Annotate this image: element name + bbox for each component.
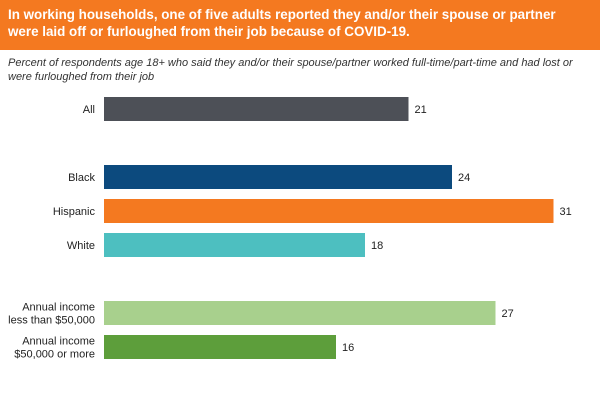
chart-title: In working households, one of five adult…: [0, 0, 600, 50]
value-label-0: 21: [415, 104, 427, 116]
category-label-3: White: [67, 240, 95, 252]
category-label-2: Hispanic: [53, 206, 96, 218]
value-label-1: 24: [458, 172, 470, 184]
category-label-4: Annual income less than $50,000: [8, 302, 95, 327]
value-label-2: 31: [560, 206, 572, 218]
bar-4: [104, 301, 496, 325]
category-label-1: Black: [68, 172, 95, 184]
value-label-4: 27: [502, 308, 514, 320]
bar-3: [104, 233, 365, 257]
value-label-5: 16: [342, 342, 354, 354]
value-label-3: 18: [371, 240, 383, 252]
bar-0: [104, 97, 409, 121]
bar-2: [104, 199, 554, 223]
chart-subtitle: Percent of respondents age 18+ who said …: [8, 57, 573, 83]
bar-5: [104, 335, 336, 359]
category-label-0: All: [83, 104, 95, 116]
category-label-5: Annual income $50,000 or more: [14, 336, 95, 361]
bar-1: [104, 165, 452, 189]
